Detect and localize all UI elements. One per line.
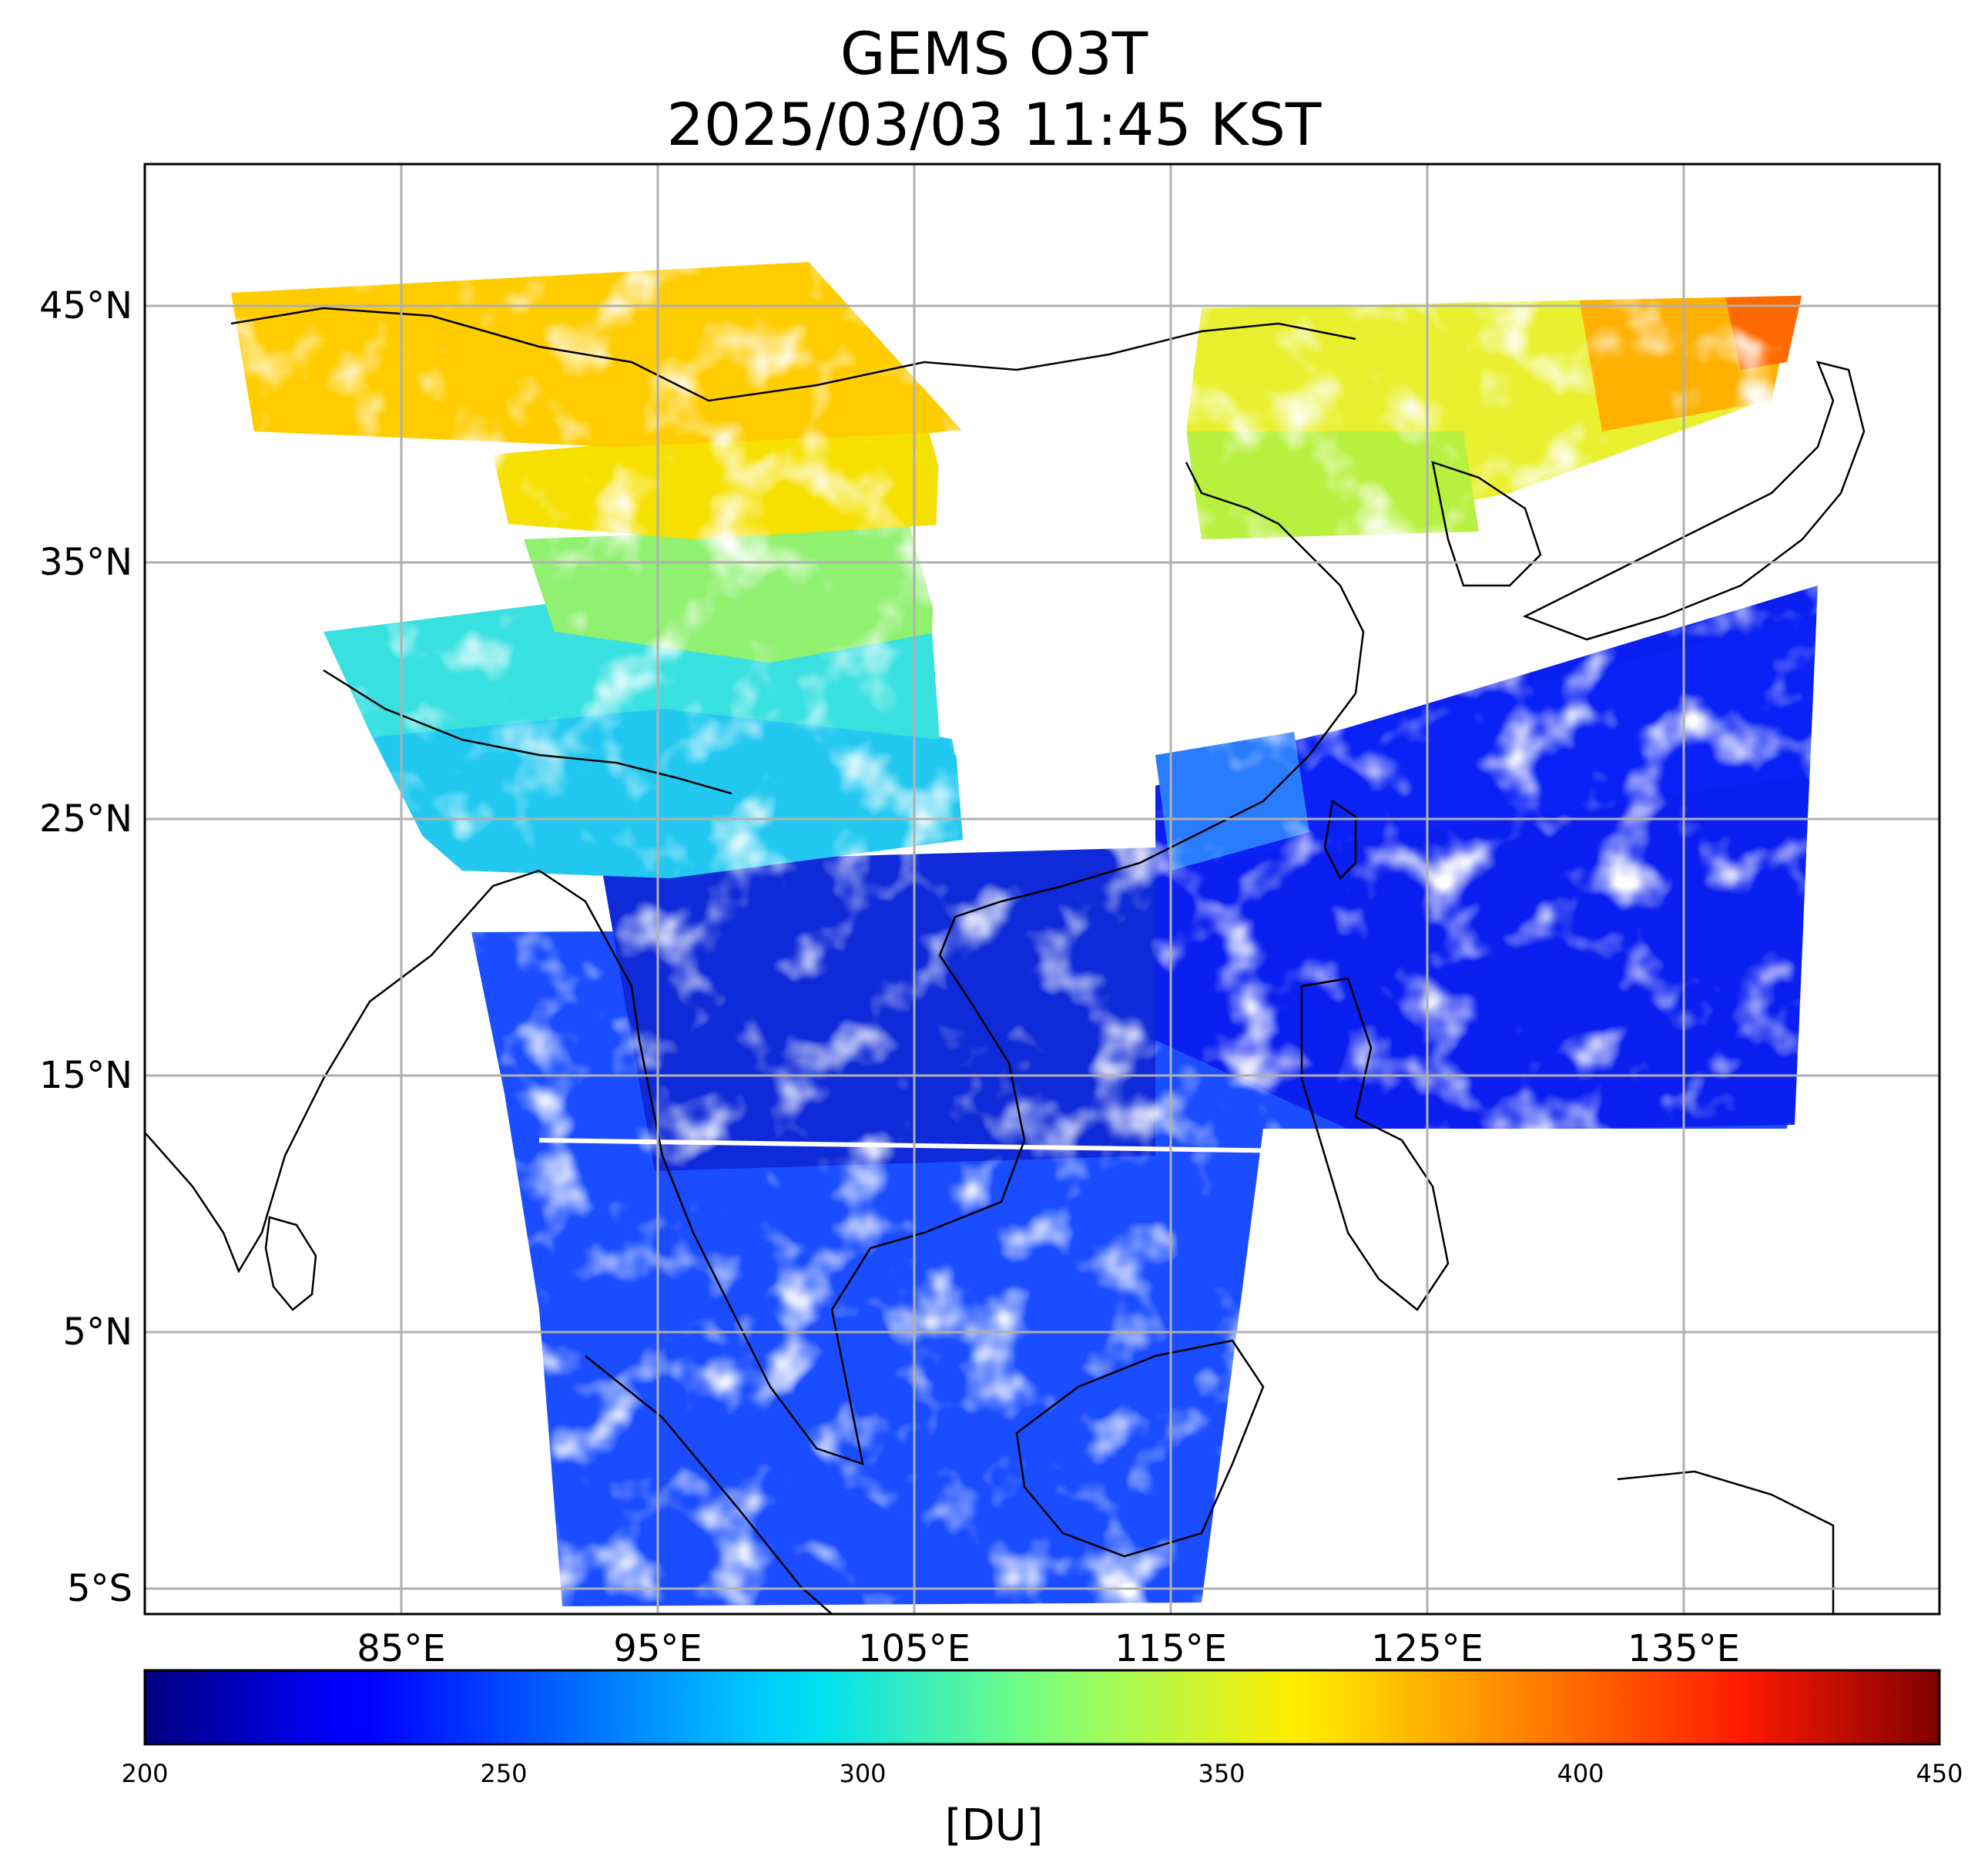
lon-tick-label: 105°E bbox=[858, 1627, 971, 1670]
lat-tick-label: 45°N bbox=[39, 284, 132, 327]
title-line-1: GEMS O3T bbox=[840, 19, 1148, 88]
colorbar bbox=[143, 1669, 1941, 1746]
outside-swath-east bbox=[1202, 164, 1939, 1614]
colorbar-tick-label: 200 bbox=[121, 1759, 169, 1788]
outside-swath-north bbox=[145, 164, 1939, 431]
lat-tick-label: 5°N bbox=[62, 1311, 132, 1354]
lat-tick-label: 5°S bbox=[66, 1567, 132, 1610]
lon-tick-label: 115°E bbox=[1115, 1627, 1227, 1670]
scan-gap-line bbox=[538, 1138, 1356, 1154]
lon-tick-label: 125°E bbox=[1371, 1627, 1483, 1670]
lat-tick-label: 35°N bbox=[39, 541, 132, 584]
coast-philippines bbox=[1300, 977, 1450, 1311]
coast-india bbox=[145, 869, 540, 1274]
coast-taiwan bbox=[1323, 799, 1357, 881]
map-field bbox=[145, 164, 1939, 1614]
boundary-china-north bbox=[230, 307, 1356, 402]
colorbar-unit-label: [DU] bbox=[944, 1800, 1044, 1851]
colorbar-tick-label: 300 bbox=[839, 1759, 887, 1788]
colorbar-tick-label: 400 bbox=[1557, 1759, 1604, 1788]
lon-tick-label: 135°E bbox=[1628, 1627, 1740, 1670]
colorbar-tick-label: 250 bbox=[480, 1759, 528, 1788]
coast-borneo bbox=[1015, 1339, 1265, 1558]
china-interior-gap bbox=[932, 416, 1202, 755]
colorbar-tick-label: 450 bbox=[1916, 1759, 1963, 1788]
lon-tick-label: 95°E bbox=[613, 1627, 702, 1670]
outside-swath-west bbox=[145, 164, 562, 1614]
title-line-2: 2025/03/03 11:45 KST bbox=[666, 90, 1322, 159]
boundary-himalaya bbox=[323, 669, 733, 795]
coast-indochina bbox=[538, 693, 1356, 1465]
colorbar-tick-label: 350 bbox=[1198, 1759, 1245, 1788]
lon-tick-label: 85°E bbox=[357, 1627, 446, 1670]
map-frame bbox=[143, 163, 1941, 1616]
coastlines bbox=[145, 307, 1866, 1614]
coast-sumatra bbox=[585, 1355, 833, 1614]
gridlines bbox=[145, 164, 1939, 1614]
coast-new-guinea bbox=[1617, 1470, 1835, 1614]
lat-tick-label: 15°N bbox=[39, 1054, 132, 1097]
coast-sri-lanka bbox=[264, 1216, 317, 1311]
lat-tick-label: 25°N bbox=[39, 797, 132, 841]
coast-japan bbox=[1522, 361, 1866, 641]
coast-east-china bbox=[1185, 461, 1365, 694]
coast-korea bbox=[1431, 461, 1542, 587]
